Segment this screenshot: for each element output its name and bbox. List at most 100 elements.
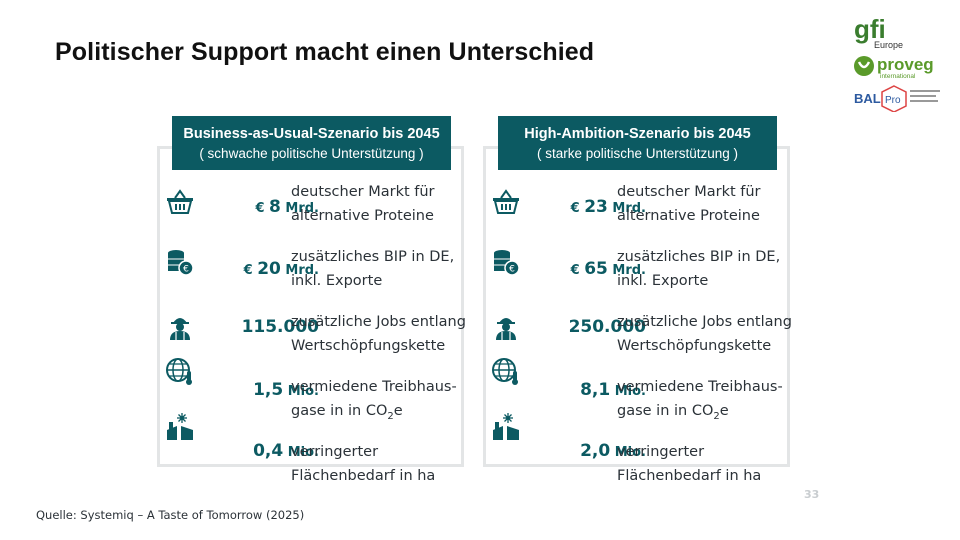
proveg-logo: proveg international [854, 55, 934, 80]
metric-description: vermiedene Treibhaus-gase in in CO2e [617, 375, 783, 429]
description-line-2: alternative Proteine [617, 204, 761, 228]
value-number: 20 [257, 259, 281, 279]
land-icon [491, 412, 521, 442]
value-number: 65 [584, 259, 608, 279]
description-line-1: deutscher Markt für [617, 184, 761, 200]
coins-icon [165, 247, 195, 277]
scenario-subtitle: ( starke politische Unterstützung ) [536, 146, 739, 161]
metric-description: zusätzliche Jobs entlang Wertschöpfungske… [617, 310, 792, 358]
page-number: 33 [804, 488, 820, 501]
description-line-1: deutscher Markt für [291, 184, 435, 200]
description-line-1: verringerter [617, 444, 705, 460]
description-line-2-text: alternative Proteine [617, 208, 760, 224]
scenario-header-bau: Business-as-Usual-Szenario bis 2045 ( sc… [172, 116, 451, 170]
value-number: 1,5 [253, 380, 284, 400]
description-line-1: vermiedene Treibhaus- [617, 379, 783, 395]
metric-description: zusätzliche Jobs entlang Wertschöpfungske… [291, 310, 466, 358]
metric-value: € 8 Mrd. [205, 197, 319, 217]
description-line-2: gase in in CO2e [617, 399, 783, 429]
description-line-2-text: Wertschöpfungskette [291, 338, 446, 354]
co2-suffix: e [719, 403, 729, 419]
coins-icon [491, 247, 521, 277]
value-unit: Mrd. [280, 201, 319, 216]
page-title: Politischer Support macht einen Untersch… [55, 38, 595, 66]
globe-thermometer-icon [165, 356, 195, 386]
value-number: 8,1 [580, 380, 611, 400]
description-line-1: vermiedene Treibhaus- [291, 379, 457, 395]
value-unit: Mrd. [607, 201, 646, 216]
description-line-2-text: gase in in CO [291, 403, 388, 419]
value-number: 8 [269, 197, 281, 217]
land-icon [165, 412, 195, 442]
gfi-logo-text: gfi [854, 14, 886, 44]
value-prefix: € [570, 263, 585, 278]
description-line-1: zusätzliche Jobs entlang [617, 314, 792, 330]
metric-description: vermiedene Treibhaus-gase in in CO2e [291, 375, 457, 429]
metric-description: zusätzliches BIP in DE, inkl. Exporte [291, 245, 454, 293]
value-unit: Mio. [610, 445, 646, 460]
metric-value: € 20 Mrd. [205, 259, 319, 279]
balpro-logo-pro: Pro [885, 95, 901, 106]
scenario-header-high-ambition: High-Ambition-Szenario bis 2045 ( starke… [498, 116, 777, 170]
worker-icon [165, 312, 195, 342]
description-line-1: zusätzliches BIP in DE, [291, 249, 455, 265]
scenario-title: High-Ambition-Szenario bis 2045 [524, 126, 751, 142]
description-line-2: gase in in CO2e [291, 399, 457, 429]
description-line-2-text: gase in in CO [617, 403, 714, 419]
value-unit: Mrd. [280, 263, 319, 278]
description-line-2-text: inkl. Exporte [291, 273, 383, 289]
description-line-2: Wertschöpfungskette [617, 334, 792, 358]
description-line-2: Wertschöpfungskette [291, 334, 466, 358]
globe-thermometer-icon [491, 356, 521, 386]
metric-value: 2,0 Mio. [531, 441, 646, 461]
gfi-europe-logo: gfi Europe [854, 14, 903, 50]
description-line-2: Flächenbedarf in ha [617, 464, 761, 488]
co2-subscript: 2 [713, 410, 720, 422]
description-line-2: Flächenbedarf in ha [291, 464, 435, 488]
metric-description: verringerter Flächenbedarf in ha [617, 440, 761, 488]
description-line-2: inkl. Exporte [291, 269, 454, 293]
description-line-2-text: Wertschöpfungskette [617, 338, 772, 354]
basket-icon [165, 187, 195, 217]
gfi-logo-sub: Europe [874, 40, 903, 50]
description-line-1: zusätzliche Jobs entlang [291, 314, 466, 330]
value-unit: Mio. [610, 384, 646, 399]
metric-value: € 65 Mrd. [531, 259, 646, 279]
scenario-title: Business-as-Usual-Szenario bis 2045 [183, 126, 440, 142]
metric-description: verringerter Flächenbedarf in ha [291, 440, 435, 488]
value-number: 2,0 [580, 441, 611, 461]
balpro-logo: BAL Pro [854, 85, 940, 112]
value-prefix: € [255, 201, 270, 216]
co2-suffix: e [393, 403, 403, 419]
metric-value: € 23 Mrd. [531, 197, 646, 217]
metric-value: 0,4 Mio. [205, 441, 319, 461]
description-line-1: verringerter [291, 444, 379, 460]
source-citation: Quelle: Systemiq – A Taste of Tomorrow (… [36, 508, 305, 522]
proveg-logo-sub: international [880, 73, 916, 80]
co2-subscript: 2 [387, 410, 394, 422]
value-unit: Mio. [283, 384, 319, 399]
value-number: 115.000 [241, 317, 319, 337]
metric-value: 1,5 Mio. [205, 380, 319, 400]
description-line-2-text: Flächenbedarf in ha [291, 468, 436, 484]
value-unit: Mio. [283, 445, 319, 460]
description-line-1: zusätzliches BIP in DE, [617, 249, 781, 265]
metric-description: deutscher Markt für alternative Proteine [291, 180, 435, 228]
value-number: 0,4 [253, 441, 284, 461]
value-number: 23 [584, 197, 608, 217]
worker-icon [491, 312, 521, 342]
basket-icon [491, 187, 521, 217]
value-number: 250.000 [568, 317, 646, 337]
description-line-2: alternative Proteine [291, 204, 435, 228]
metric-value: 250.000 [531, 317, 646, 337]
metric-description: deutscher Markt für alternative Proteine [617, 180, 761, 228]
value-prefix: € [243, 263, 258, 278]
description-line-2-text: inkl. Exporte [617, 273, 709, 289]
description-line-2-text: Flächenbedarf in ha [617, 468, 762, 484]
value-unit: Mrd. [607, 263, 646, 278]
description-line-2: inkl. Exporte [617, 269, 780, 293]
metric-value: 8,1 Mio. [531, 380, 646, 400]
proveg-logo-text: proveg [877, 55, 934, 74]
metric-description: zusätzliches BIP in DE, inkl. Exporte [617, 245, 780, 293]
metric-value: 115.000 [205, 317, 319, 337]
